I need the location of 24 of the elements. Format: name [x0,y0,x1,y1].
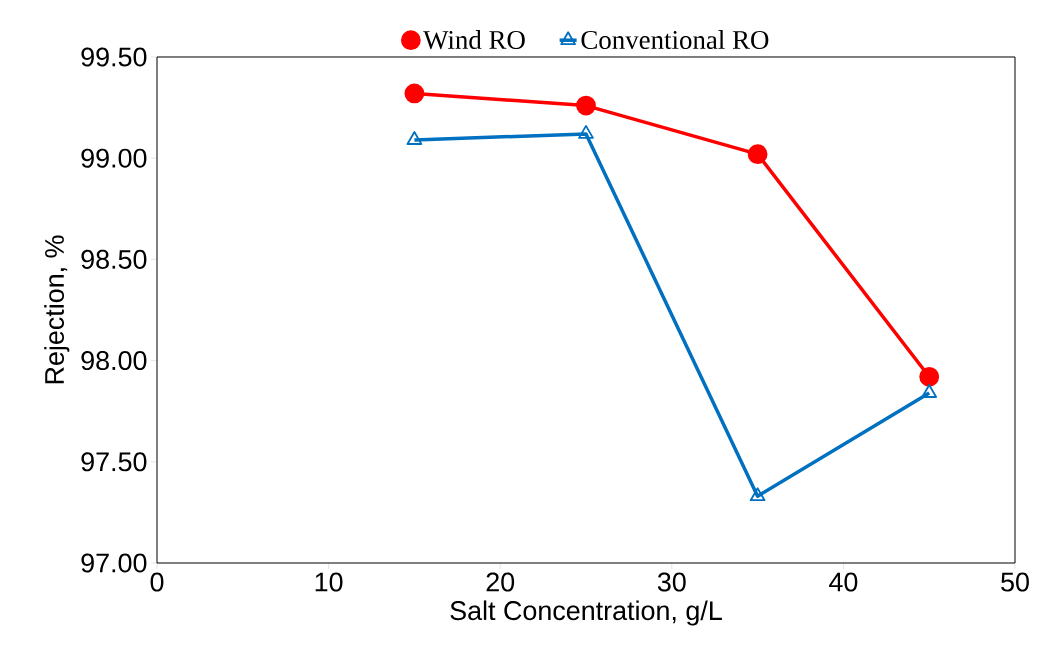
x-tick-label: 30 [657,572,686,592]
y-tick-label: 99.00 [81,148,147,168]
point [749,487,766,502]
legend-label: Conventional RO [581,30,769,50]
y-tick-label: 99.50 [81,47,147,67]
point [406,131,423,145]
point [576,95,596,116]
y-axis-title: Rejection, % [44,235,70,384]
y-tick-label: 97.00 [81,553,147,573]
x-axis-title: Salt Concentration, g/L [450,600,722,626]
y-tick-label: 98.00 [81,351,147,371]
x-tick-label: 20 [486,572,515,592]
point [578,125,594,139]
legend-label: Wind RO [423,30,525,50]
y-tick-label: 98.50 [81,249,147,269]
y-tick-label: 97.50 [81,452,147,472]
x-tick-label: 50 [1001,572,1029,592]
point [919,366,940,387]
x-tick-label: 0 [150,572,164,592]
point [404,83,425,104]
x-tick-label: 40 [829,572,858,592]
point [921,384,938,398]
point [747,144,768,165]
x-tick-label: 10 [315,572,343,592]
